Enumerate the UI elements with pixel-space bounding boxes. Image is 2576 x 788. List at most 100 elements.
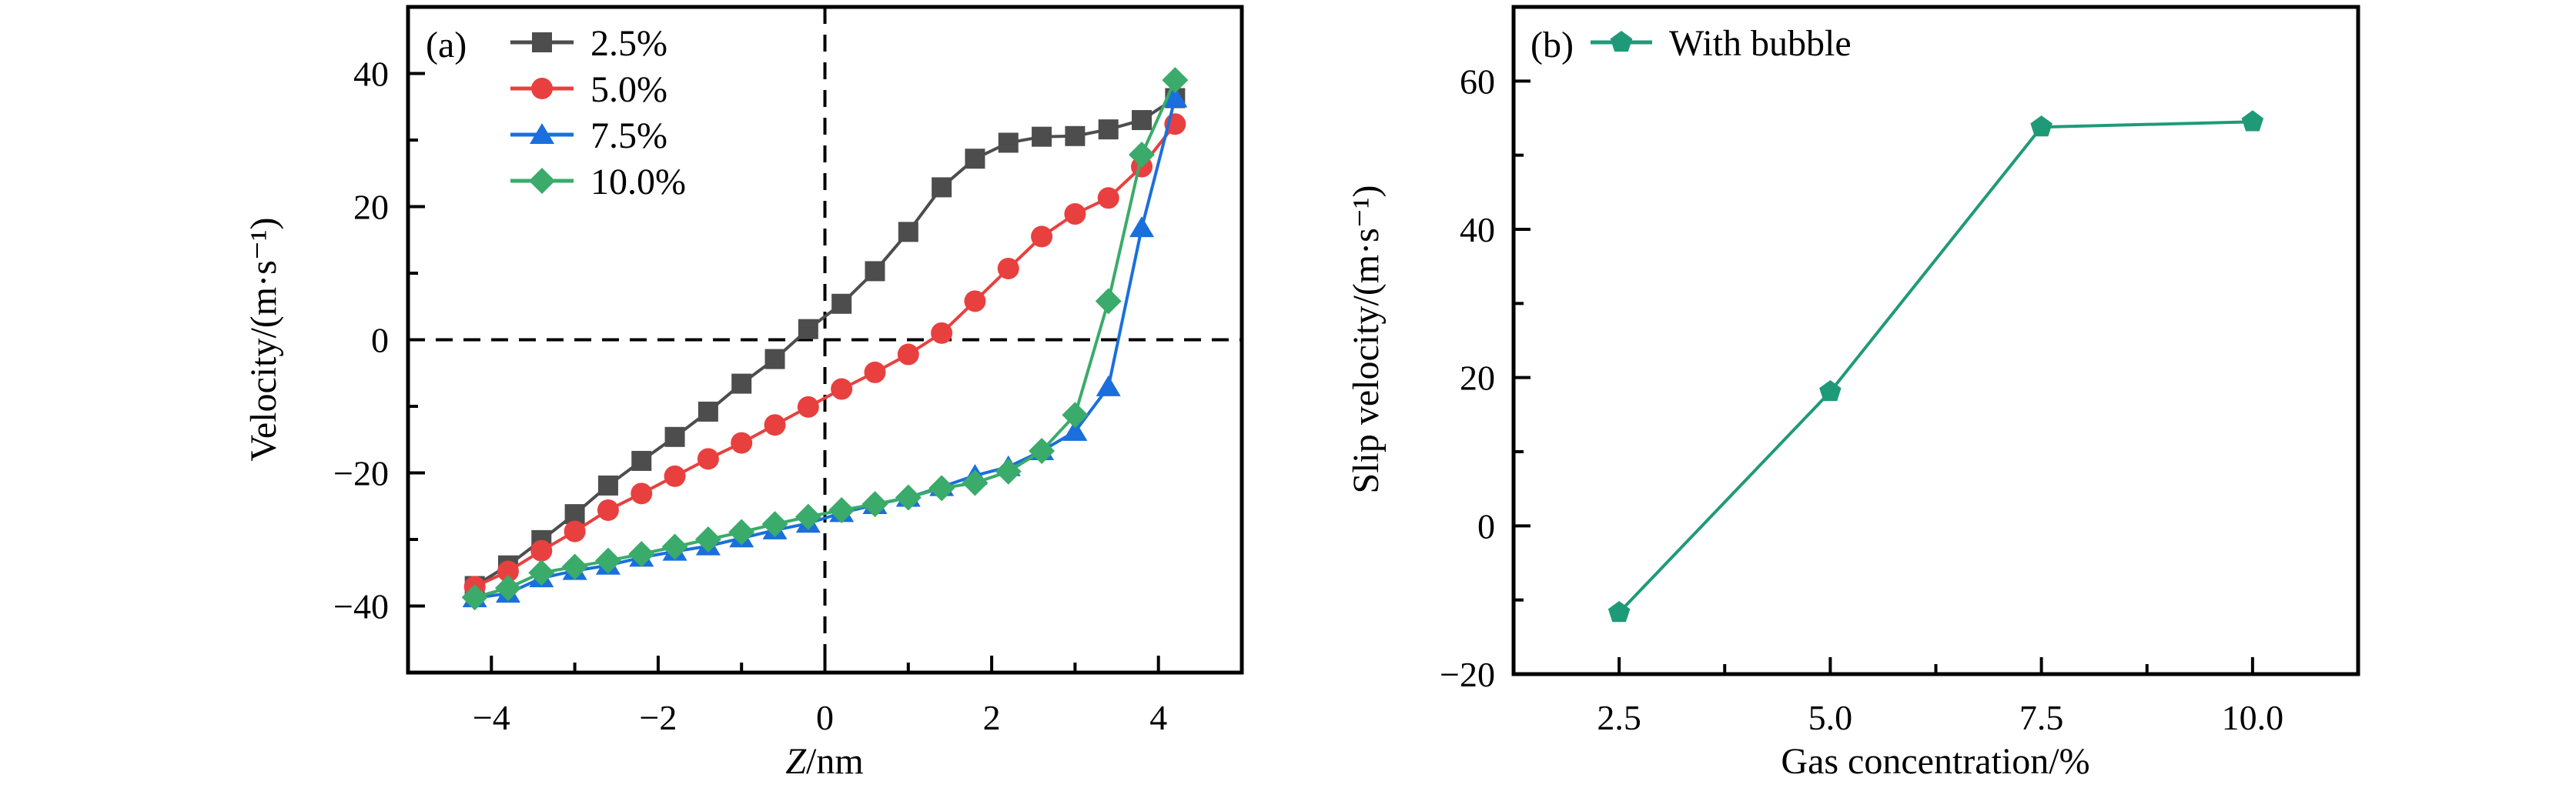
y-tick-label: 60	[1460, 62, 1495, 101]
data-point-square	[1132, 110, 1153, 131]
x-axis-title-unit: /nm	[806, 741, 864, 782]
legend-marker-circle	[531, 78, 553, 99]
legend-label: 10.0%	[590, 162, 686, 202]
data-point-square	[965, 149, 985, 169]
data-point-triangle	[1163, 86, 1188, 108]
data-point-square	[631, 450, 652, 471]
data-point-diamond	[461, 584, 488, 611]
data-point-diamond	[561, 553, 588, 580]
data-point-diamond	[1095, 288, 1122, 315]
data-point-square	[898, 222, 918, 242]
legend-marker-triangle	[530, 123, 554, 144]
data-point-diamond	[1129, 142, 1156, 169]
axis-ticks	[1514, 79, 2254, 676]
data-point-diamond	[761, 511, 788, 538]
x-tick-labels: −4 −2 0 2 4	[473, 698, 1167, 737]
data-point-circle	[664, 465, 686, 487]
y-tick-label: 0	[371, 321, 389, 360]
series-10-0	[461, 67, 1189, 611]
data-point-pentagon	[2030, 115, 2052, 137]
x-axis-title-variable: Z	[785, 741, 807, 782]
data-point-diamond	[1162, 67, 1189, 94]
data-point-diamond	[728, 519, 755, 546]
x-tick-label: 7.5	[2019, 698, 2064, 737]
x-tick-label: −4	[473, 698, 510, 737]
data-point-square	[998, 132, 1019, 153]
legend-label: 5.0%	[590, 69, 667, 110]
legend: With bubble	[1591, 23, 1852, 64]
y-tick-label: 20	[1460, 359, 1495, 398]
data-point-diamond	[928, 475, 955, 502]
y-tick-labels: −20 0 20 40 60	[1440, 62, 1495, 694]
data-point-square	[932, 177, 952, 198]
data-point-square	[731, 373, 752, 394]
data-point-circle	[530, 539, 553, 562]
y-tick-labels: −40 −20 0 20 40	[333, 55, 389, 626]
data-point-pentagon	[1607, 601, 1631, 623]
series-line	[474, 98, 1177, 600]
data-point-square	[764, 349, 785, 369]
data-point-square	[865, 261, 885, 282]
legend-label: 7.5%	[590, 115, 667, 156]
x-axis-title: Gas concentration/%	[1781, 741, 2089, 782]
legend-entry: 10.0%	[510, 162, 686, 202]
data-point-circle	[797, 396, 819, 418]
data-point-square	[698, 401, 718, 422]
series-group	[461, 67, 1189, 611]
data-point-square	[1098, 119, 1119, 140]
data-point-circle	[631, 482, 653, 505]
data-point-diamond	[962, 469, 989, 496]
data-point-diamond	[1029, 437, 1055, 464]
data-point-circle	[964, 290, 986, 312]
legend-marker-diamond	[529, 168, 555, 194]
reference-lines	[408, 7, 1242, 673]
legend-marker-square	[532, 32, 552, 52]
legend-entry: 2.5%	[510, 23, 667, 64]
data-point-square	[1032, 126, 1052, 147]
plot-frame	[1511, 5, 2360, 676]
data-point-triangle	[1129, 216, 1155, 238]
data-point-diamond	[528, 559, 555, 586]
data-point-diamond	[828, 496, 855, 523]
data-point-circle	[597, 499, 619, 521]
data-point-diamond	[694, 526, 721, 553]
x-tick-label: 2	[983, 698, 1001, 737]
data-point-square	[798, 319, 818, 339]
data-point-circle	[897, 343, 919, 366]
x-tick-label: 4	[1149, 698, 1167, 737]
panel-label: (a)	[426, 25, 467, 65]
data-point-circle	[731, 432, 753, 454]
data-point-circle	[997, 257, 1019, 279]
legend: 2.5% 5.0% 7.5% 10.0%	[510, 23, 686, 202]
data-point-diamond	[628, 541, 655, 568]
x-tick-label: 0	[816, 698, 834, 737]
x-tick-label: 10.0	[2222, 698, 2284, 737]
data-point-pentagon	[2241, 110, 2264, 132]
data-point-circle	[864, 361, 886, 383]
data-point-diamond	[1062, 402, 1089, 429]
data-point-diamond	[661, 533, 688, 560]
panel-label: (b)	[1531, 25, 1574, 65]
data-point-diamond	[995, 458, 1022, 485]
data-point-diamond	[795, 503, 821, 530]
legend-label: With bubble	[1669, 23, 1852, 64]
data-point-triangle	[1096, 375, 1121, 396]
y-axis-title: Slip velocity/(m·s⁻¹)	[1346, 185, 1387, 493]
legend-entry: 7.5%	[510, 115, 667, 156]
data-point-diamond	[494, 575, 521, 602]
panel-b-slip-velocity: 2.5 5.0 7.5 10.0 −20 0 20 40 60 (b) With bubble…	[1346, 5, 2360, 782]
y-axis-title: Velocity/(m·s⁻¹)	[243, 218, 284, 462]
series-line	[473, 96, 1176, 588]
x-tick-label: 2.5	[1597, 698, 1641, 737]
data-point-circle	[1097, 187, 1119, 209]
data-point-triangle	[1062, 419, 1088, 441]
y-tick-label: −40	[333, 587, 389, 626]
y-tick-label: 0	[1477, 506, 1495, 546]
data-point-circle	[1031, 225, 1053, 248]
series-line	[474, 79, 1177, 599]
data-point-diamond	[594, 547, 621, 574]
data-point-circle	[1064, 203, 1086, 225]
y-tick-label: −20	[333, 454, 389, 493]
series-with-bubble	[1607, 110, 2264, 623]
